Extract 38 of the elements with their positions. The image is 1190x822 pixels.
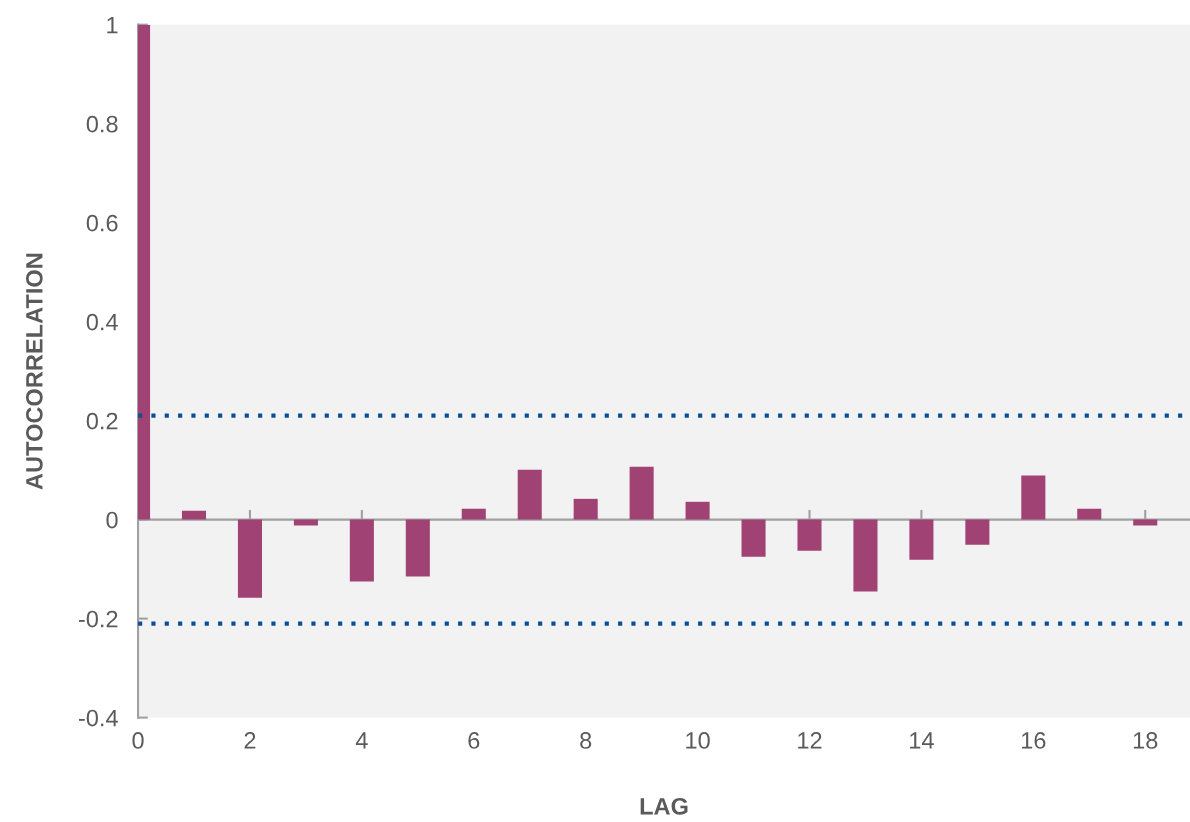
bar	[517, 469, 542, 520]
bar	[685, 501, 710, 520]
y-tick-label: 0.8	[86, 115, 118, 133]
bar	[909, 519, 934, 560]
y-tick-label: 0	[106, 511, 118, 529]
bar	[1133, 519, 1158, 526]
bar	[965, 519, 990, 545]
x-axis-title: LAG	[640, 797, 688, 815]
y-tick-label: 1	[107, 16, 118, 34]
y-tick-label: 0.2	[86, 412, 118, 430]
bar	[797, 519, 822, 551]
bar	[293, 519, 318, 526]
bar	[405, 519, 430, 577]
y-tick-label: 0.4	[86, 313, 118, 331]
x-tick-label: 6	[468, 732, 480, 749]
x-tick-label: 16	[1022, 732, 1046, 749]
bar	[573, 498, 598, 520]
x-tick-label: 14	[910, 732, 934, 749]
y-tick-label: 0.6	[86, 214, 118, 232]
bar	[181, 510, 207, 520]
y-axis-title: AUTOCORRELATION	[25, 253, 43, 490]
x-tick-label: 0	[132, 732, 144, 749]
x-tick-label: 4	[355, 732, 368, 749]
y-tick-label: -0.4	[78, 709, 118, 727]
x-tick-label: 12	[798, 732, 822, 749]
y-tick-label: -0.2	[78, 610, 118, 628]
x-tick-label: 18	[1133, 732, 1158, 749]
bar	[741, 519, 766, 557]
bar	[629, 466, 654, 520]
bar	[461, 508, 486, 520]
bar	[237, 519, 262, 598]
x-tick-label: 8	[580, 732, 592, 749]
bar	[1021, 475, 1046, 520]
bar	[853, 519, 878, 592]
x-tick-label: 2	[244, 732, 256, 749]
bar	[1077, 508, 1102, 520]
bar	[349, 519, 374, 582]
x-tick-label: 10	[686, 732, 710, 749]
